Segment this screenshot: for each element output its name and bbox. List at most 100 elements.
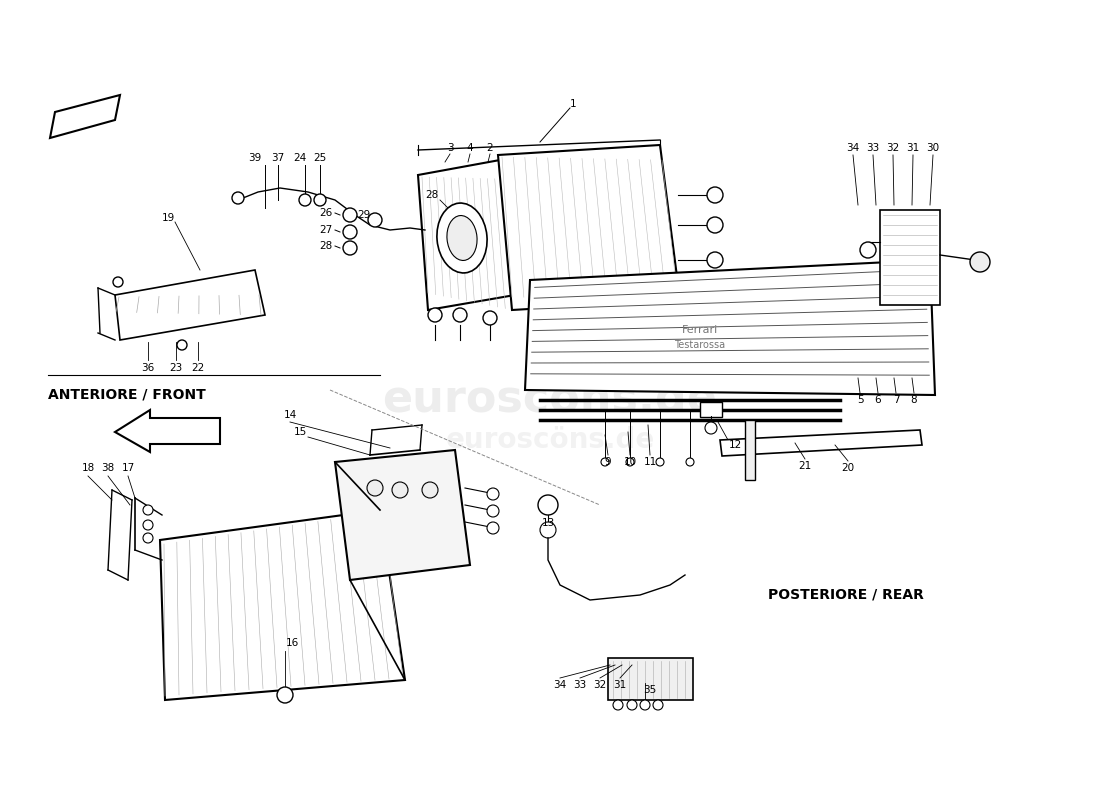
Text: ANTERIORE / FRONT: ANTERIORE / FRONT [48,388,206,402]
Text: 36: 36 [142,363,155,373]
Circle shape [707,252,723,268]
Circle shape [368,213,382,227]
Circle shape [626,458,634,466]
Bar [745,420,755,480]
Circle shape [177,340,187,350]
Text: 15: 15 [294,427,307,437]
Text: 32: 32 [593,680,606,690]
Text: 34: 34 [846,143,859,153]
Text: 5: 5 [857,395,864,405]
Text: 39: 39 [249,153,262,163]
Text: 32: 32 [887,143,900,153]
Text: 21: 21 [799,461,812,471]
Text: 27: 27 [320,225,333,235]
Circle shape [453,308,468,322]
Text: 20: 20 [842,463,855,473]
Circle shape [343,208,358,222]
Bar [880,210,940,305]
Text: 35: 35 [644,685,657,695]
Text: 4: 4 [466,143,473,153]
Circle shape [540,522,556,538]
Text: 37: 37 [272,153,285,163]
Polygon shape [720,430,922,456]
Text: Testarossa: Testarossa [674,340,726,350]
Circle shape [428,308,442,322]
Circle shape [343,225,358,239]
Text: 18: 18 [81,463,95,473]
Text: 6: 6 [874,395,881,405]
Circle shape [277,687,293,703]
Text: 24: 24 [294,153,307,163]
Circle shape [422,482,438,498]
Text: 16: 16 [285,638,298,648]
Text: 9: 9 [605,457,612,467]
Ellipse shape [437,203,487,273]
Circle shape [707,187,723,203]
Text: 26: 26 [320,208,333,218]
Text: Ferrari: Ferrari [682,325,718,335]
Text: euroscöns.de: euroscöns.de [446,426,654,454]
Text: 2: 2 [486,143,493,153]
Circle shape [970,252,990,272]
Circle shape [705,422,717,434]
Circle shape [487,488,499,500]
Circle shape [143,505,153,515]
Circle shape [656,458,664,466]
Text: 29: 29 [356,210,370,220]
Circle shape [113,277,123,287]
Text: 11: 11 [644,457,657,467]
Polygon shape [418,160,515,310]
Polygon shape [160,510,405,700]
Circle shape [487,505,499,517]
Text: 22: 22 [191,363,205,373]
Text: 17: 17 [121,463,134,473]
Circle shape [601,458,609,466]
Text: 30: 30 [926,143,939,153]
Circle shape [143,533,153,543]
Circle shape [367,480,383,496]
Circle shape [314,194,326,206]
Text: 25: 25 [314,153,327,163]
Text: 14: 14 [284,410,297,420]
Circle shape [232,192,244,204]
Text: 28: 28 [320,241,333,251]
Text: 3: 3 [447,143,453,153]
Circle shape [707,217,723,233]
Bar [700,402,722,417]
Text: 12: 12 [728,440,741,450]
Text: 33: 33 [573,680,586,690]
Text: 19: 19 [162,213,175,223]
Text: 31: 31 [614,680,627,690]
Polygon shape [525,260,935,395]
Circle shape [613,700,623,710]
Text: 13: 13 [541,518,554,528]
Polygon shape [116,410,220,452]
Circle shape [143,520,153,530]
Text: 34: 34 [553,680,566,690]
Text: 7: 7 [893,395,900,405]
Circle shape [483,311,497,325]
Circle shape [653,700,663,710]
Bar [608,658,693,700]
Text: 1: 1 [570,99,576,109]
Text: POSTERIORE / REAR: POSTERIORE / REAR [768,588,924,602]
Text: 38: 38 [101,463,114,473]
Circle shape [627,700,637,710]
Text: 31: 31 [906,143,920,153]
Text: euroscöns.de: euroscöns.de [383,378,717,422]
Polygon shape [50,95,120,138]
Circle shape [686,458,694,466]
Text: 23: 23 [169,363,183,373]
Polygon shape [336,450,470,580]
Text: 28: 28 [426,190,439,200]
Text: 33: 33 [867,143,880,153]
Circle shape [860,242,876,258]
Circle shape [640,700,650,710]
Circle shape [343,241,358,255]
Ellipse shape [447,215,477,261]
Circle shape [299,194,311,206]
Text: 10: 10 [624,457,637,467]
Circle shape [538,495,558,515]
Circle shape [392,482,408,498]
Polygon shape [116,270,265,340]
